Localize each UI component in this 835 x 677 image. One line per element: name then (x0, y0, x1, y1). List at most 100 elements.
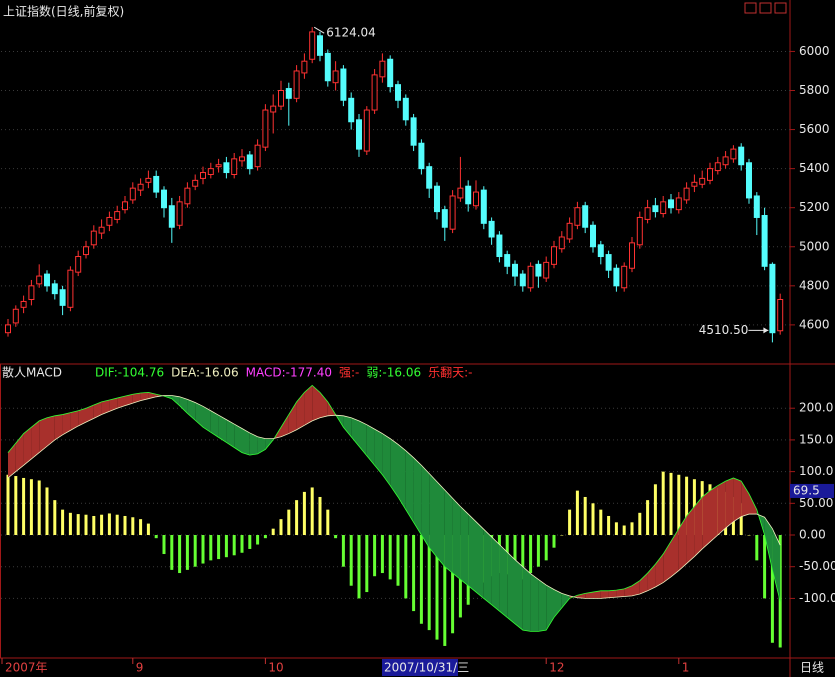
macd-ribbon (234, 424, 242, 453)
macd-bar (256, 535, 260, 545)
candle-body (402, 97, 409, 121)
macd-bar (435, 535, 439, 640)
macd-ribbon (366, 424, 375, 466)
macd-ribbon (398, 444, 406, 510)
macd-ribbon (101, 399, 110, 415)
macd-ribbon (460, 506, 469, 586)
macd-ribbon (125, 394, 133, 406)
macd-ribbon (710, 485, 718, 542)
macd-ribbon (93, 401, 102, 419)
macd-ribbon (593, 590, 601, 599)
macd-bar (170, 535, 174, 570)
macd-ribbon (639, 573, 648, 594)
macd-ribbon (374, 429, 383, 475)
macd-bar (123, 515, 127, 536)
candle-body (5, 324, 11, 334)
macd-bar (76, 514, 80, 536)
macd-bar (451, 535, 455, 634)
candle-body (465, 185, 472, 205)
candle-body (309, 31, 316, 60)
candle-body (340, 68, 347, 101)
candle-body (356, 119, 362, 150)
candle-body (519, 273, 526, 287)
candle-body (176, 201, 183, 226)
macd-bar (84, 514, 88, 536)
candle-body (51, 283, 58, 295)
candle-body (730, 148, 737, 160)
candle-body (629, 242, 635, 269)
macd-bar (685, 476, 689, 536)
macd-bar (669, 472, 673, 536)
cursor-value-box (790, 483, 834, 498)
candle-body (449, 195, 456, 230)
macd-ribbon (616, 588, 625, 598)
macd-bar (240, 535, 244, 553)
candle-body (753, 195, 760, 218)
window-button[interactable] (744, 2, 757, 14)
candle-body (168, 205, 175, 228)
y-tick-label: 150.0 (799, 432, 833, 446)
candle-body (145, 177, 152, 183)
y-tick-label: 5600 (799, 122, 830, 136)
macd-bar (560, 535, 564, 536)
macd-bar (37, 480, 41, 536)
macd-bar (295, 500, 299, 536)
candle-body (777, 298, 784, 332)
macd-bar (521, 535, 525, 580)
candle-body (75, 256, 82, 273)
macd-bar (232, 535, 236, 556)
macd-bar (388, 535, 392, 580)
candle-body (387, 58, 394, 88)
candle-body (457, 187, 464, 199)
macd-ribbon (725, 477, 734, 529)
macd-ribbon (257, 436, 266, 454)
candle-body (200, 172, 206, 179)
candle-body (636, 216, 643, 246)
annotation: 6124.04 (326, 26, 376, 40)
macd-ribbon (39, 417, 47, 453)
macd-bar (6, 474, 10, 536)
annotation: 4510.50 (699, 323, 749, 337)
candle-body (605, 254, 612, 271)
macd-bar (271, 528, 275, 536)
x-tick-label: 1 (682, 661, 690, 675)
candle-body (184, 187, 191, 205)
macd-ribbon (600, 590, 609, 599)
candle-body (371, 74, 378, 111)
candle-body (512, 263, 518, 277)
macd-ribbon (702, 490, 710, 549)
candle-body (106, 216, 113, 226)
candle-body (36, 275, 43, 285)
y-tick-label: 100.0 (799, 464, 833, 478)
macd-bar (29, 479, 33, 536)
macd-ribbon (171, 395, 180, 406)
macd-ribbon (132, 392, 141, 404)
candle-body (262, 109, 269, 148)
window-button[interactable] (774, 2, 787, 14)
macd-ribbon (515, 559, 523, 631)
candle-body (668, 199, 674, 209)
macd-bar (341, 535, 345, 567)
candle-body (504, 254, 511, 267)
candle-body (410, 117, 417, 146)
candle-body (722, 156, 729, 166)
candle-body (363, 109, 370, 152)
candle-body (675, 197, 682, 211)
candle-body (527, 265, 534, 289)
macd-ribbon (491, 536, 500, 612)
annotation-arrow (313, 26, 325, 34)
macd-bar (536, 535, 540, 567)
candle-body (44, 273, 50, 287)
macd-bar (334, 535, 338, 539)
window-button[interactable] (759, 2, 772, 14)
candle-body (28, 285, 35, 300)
candle-body (301, 60, 308, 74)
macd-ribbon (717, 481, 726, 536)
macd-ribbon (608, 590, 617, 598)
macd-ribbon (577, 593, 586, 599)
candle-body (480, 189, 487, 224)
period-label: 日线 (800, 661, 824, 675)
candle-body (379, 60, 386, 78)
macd-bar (544, 535, 548, 561)
